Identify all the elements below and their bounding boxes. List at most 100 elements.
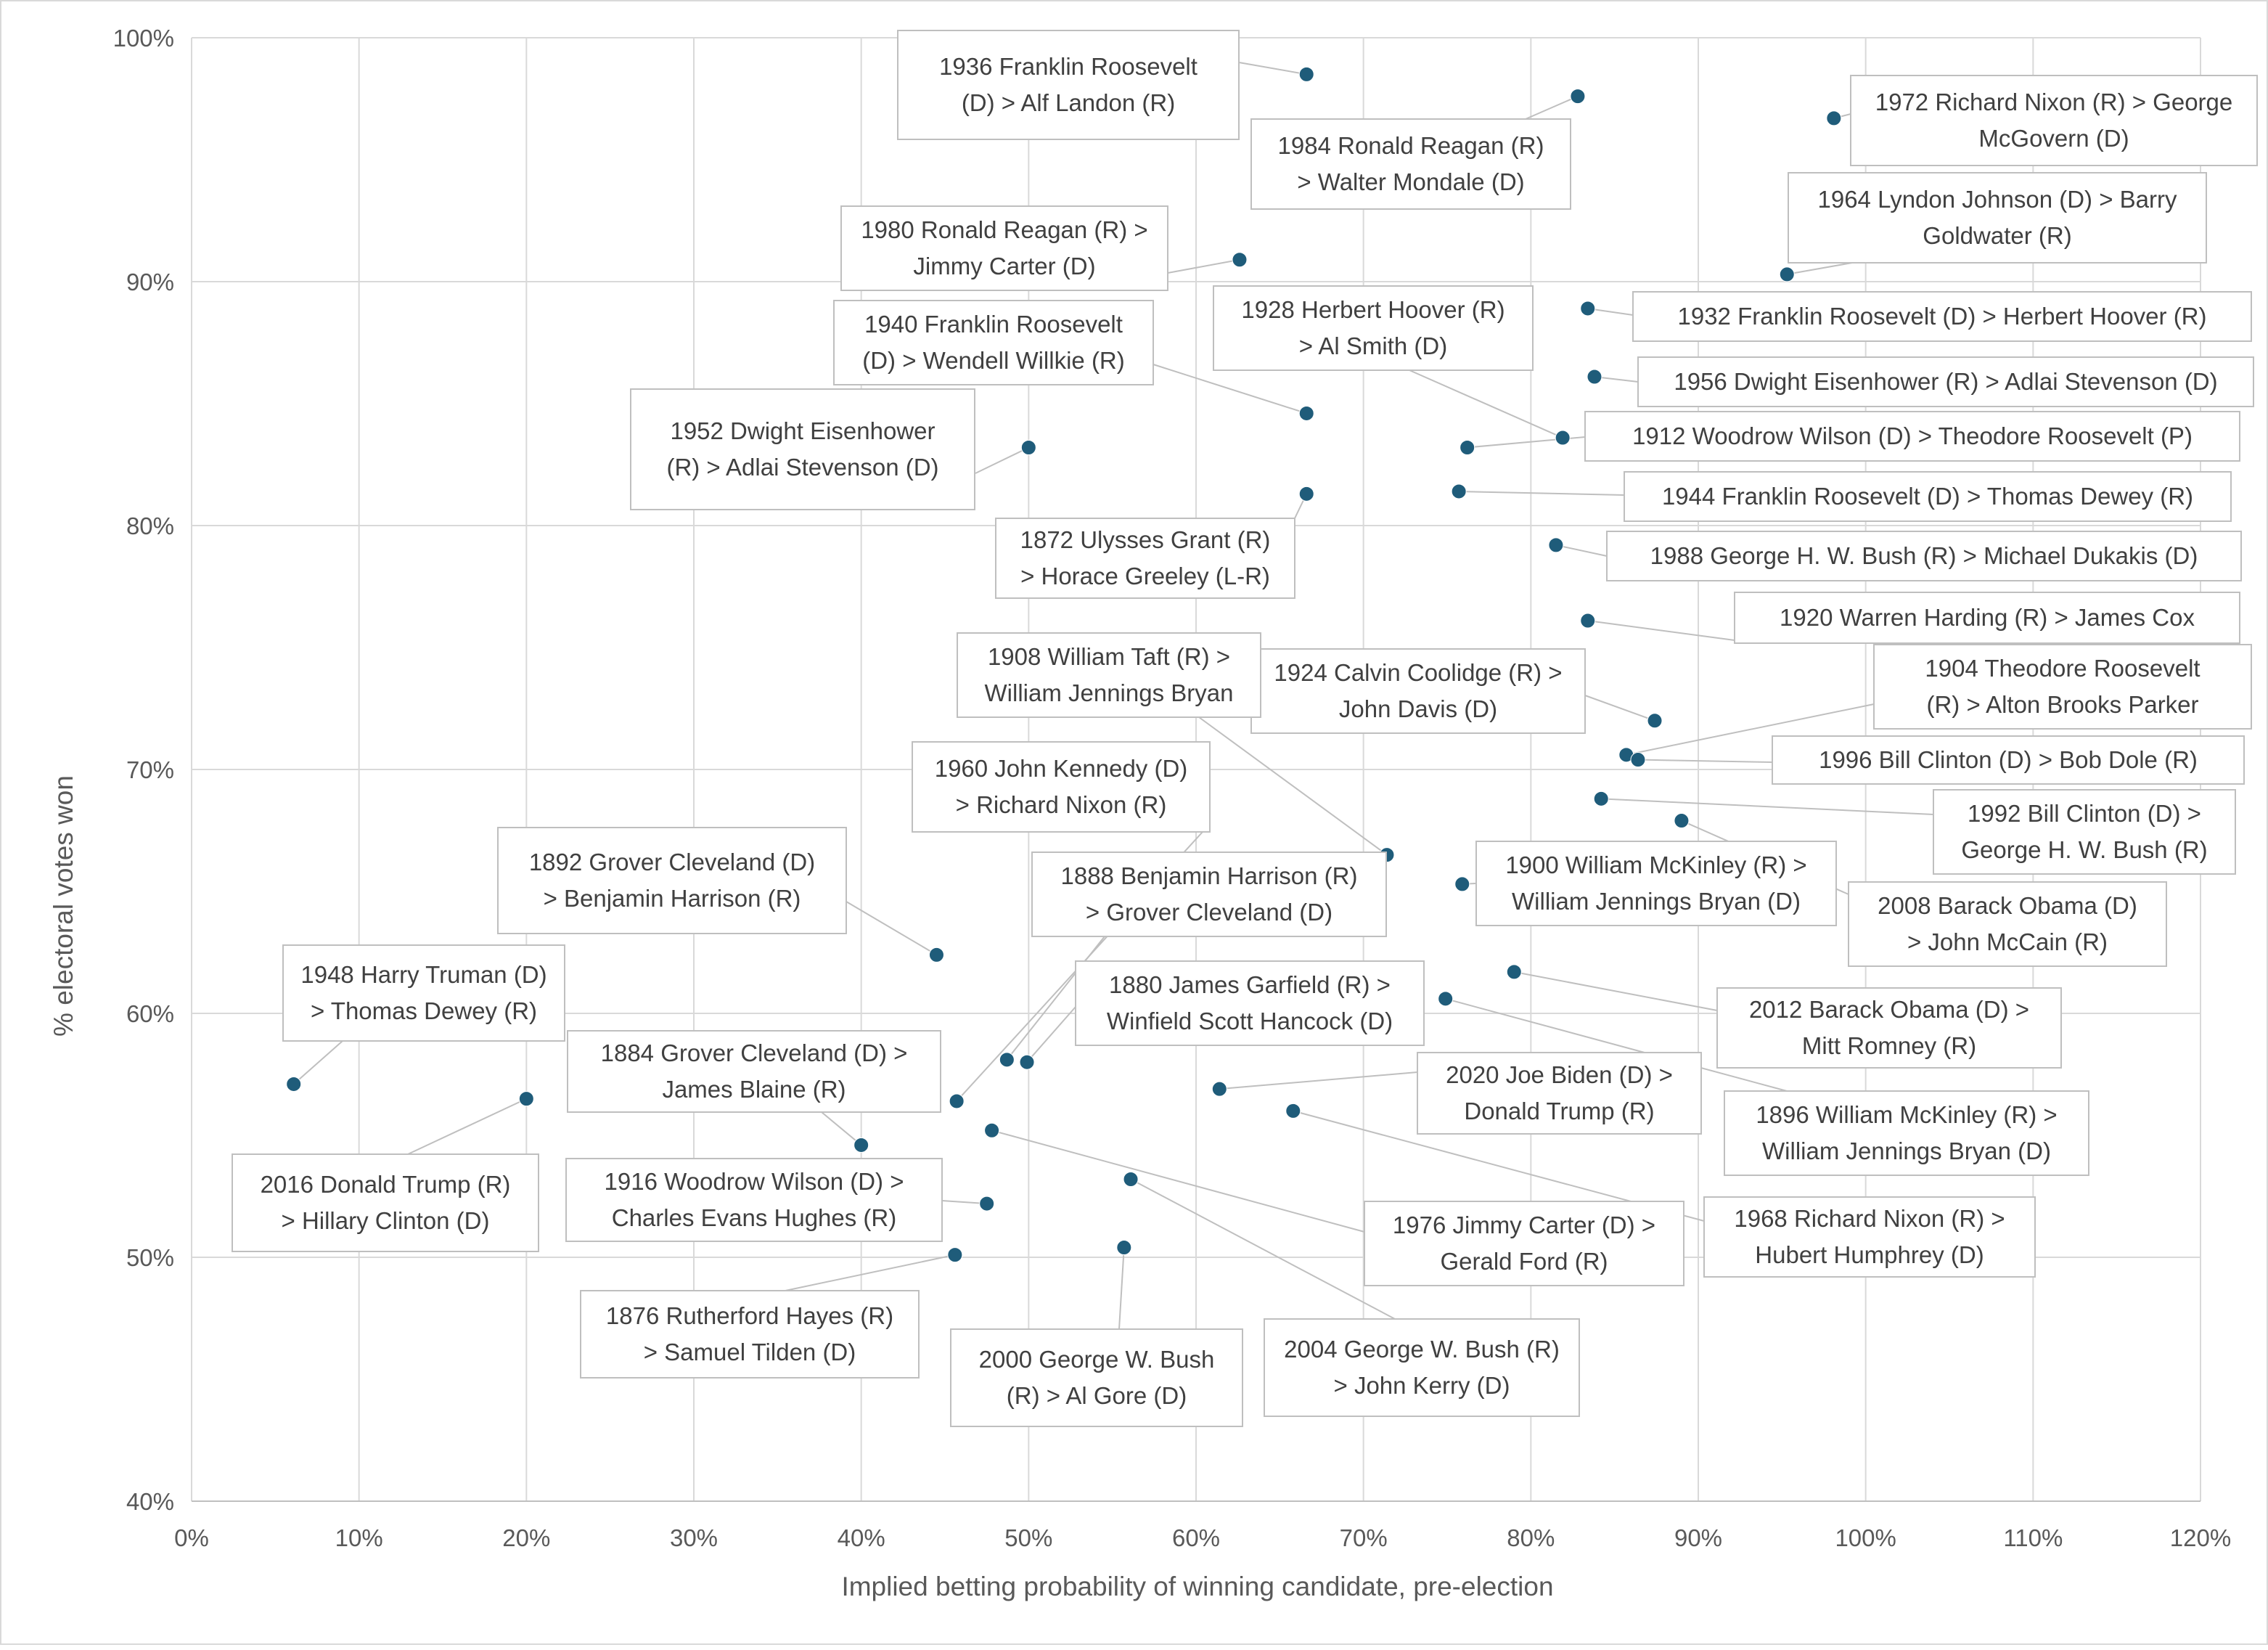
data-label-text: > John Kerry (D): [1334, 1372, 1510, 1399]
data-point[interactable]: [979, 1196, 995, 1212]
data-label: 2000 George W. Bush (R) > Al Gore (D): [950, 1328, 1243, 1427]
data-label-text: 1880 James Garfield (R) >: [1109, 971, 1391, 998]
data-point[interactable]: [1674, 813, 1690, 829]
leader-line: [1555, 544, 1608, 557]
data-label-text: 1876 Rutherford Hayes (R): [606, 1302, 893, 1329]
data-label-text: 1956 Dwight Eisenhower (R) > Adlai Steve…: [1674, 368, 2217, 395]
data-point[interactable]: [1116, 1240, 1132, 1256]
data-point[interactable]: [286, 1076, 302, 1092]
data-label-text: > Grover Cleveland (D): [1086, 899, 1332, 926]
data-label-text: > Richard Nixon (R): [956, 791, 1167, 818]
data-label-text: 1920 Warren Harding (R) > James Cox: [1780, 604, 2195, 631]
data-label-box: [1850, 75, 2258, 166]
data-label: 2012 Barack Obama (D) > Mitt Romney (R): [1716, 987, 2062, 1069]
data-point[interactable]: [1438, 991, 1454, 1007]
x-tick-label: 90%: [1674, 1524, 1722, 1551]
data-label: 1972 Richard Nixon (R) > George McGovern …: [1850, 75, 2258, 166]
data-point[interactable]: [1232, 252, 1248, 268]
leader-line: [1445, 997, 1788, 1092]
data-point[interactable]: [1298, 405, 1314, 421]
data-point[interactable]: [1548, 537, 1564, 553]
data-label-text: 1872 Ulysses Grant (R): [1020, 526, 1271, 553]
data-label-text: Donald Trump (R): [1464, 1098, 1654, 1124]
data-point[interactable]: [518, 1091, 534, 1107]
data-label-box: [1788, 172, 2207, 264]
data-label-text: 1960 John Kennedy (D): [935, 755, 1188, 782]
data-label-text: 1940 Franklin Roosevelt: [864, 311, 1123, 338]
x-tick-label: 110%: [2003, 1524, 2063, 1551]
data-label-text: 1884 Grover Cleveland (D) >: [601, 1040, 908, 1066]
data-label-text: Charles Evans Hughes (R): [612, 1204, 897, 1231]
data-label: 1920 Warren Harding (R) > James Cox: [1734, 592, 2240, 644]
data-label-text: 2016 Donald Trump (R): [261, 1171, 511, 1198]
data-point[interactable]: [1298, 66, 1314, 82]
data-point[interactable]: [1826, 110, 1842, 126]
data-point[interactable]: [1454, 876, 1470, 892]
data-label: 1916 Woodrow Wilson (D) > Charles Evans H…: [565, 1158, 943, 1242]
data-point[interactable]: [1587, 369, 1602, 385]
data-point[interactable]: [1211, 1081, 1227, 1097]
data-label-text: 2004 George W. Bush (R): [1284, 1336, 1560, 1363]
data-label-box: [1624, 471, 2232, 522]
data-label-box: [1213, 285, 1534, 371]
data-label-box: [282, 944, 565, 1042]
data-label: 1884 Grover Cleveland (D) > James Blaine …: [567, 1030, 941, 1113]
data-point[interactable]: [949, 1093, 965, 1109]
x-tick-label: 0%: [174, 1524, 209, 1551]
data-label-text: John Davis (D): [1339, 695, 1497, 722]
data-point[interactable]: [1506, 964, 1522, 980]
data-label-box: [995, 518, 1295, 599]
data-label-text: 2012 Barack Obama (D) >: [1749, 996, 2029, 1023]
y-tick-label: 60%: [126, 1000, 174, 1027]
data-point[interactable]: [1123, 1171, 1139, 1187]
data-label-box: [833, 300, 1154, 385]
data-point[interactable]: [984, 1122, 1000, 1138]
data-label-text: 1888 Benjamin Harrison (R): [1060, 862, 1357, 889]
leader-line: [1459, 490, 1625, 496]
data-label-text: 1964 Lyndon Johnson (D) > Barry: [1818, 186, 2177, 213]
data-point[interactable]: [1570, 89, 1586, 105]
data-label-text: > Samuel Tilden (D): [644, 1339, 856, 1365]
data-point[interactable]: [1593, 791, 1609, 806]
x-tick-label: 10%: [335, 1524, 383, 1551]
data-point[interactable]: [947, 1247, 963, 1263]
data-label-text: 1908 William Taft (R) >: [988, 643, 1230, 670]
data-point[interactable]: [1460, 439, 1475, 455]
leader-line: [846, 901, 937, 956]
data-label-box: [1075, 960, 1425, 1046]
data-label-text: William Jennings Bryan (D): [1762, 1138, 2051, 1164]
data-point[interactable]: [1555, 430, 1571, 446]
data-label-text: 1916 Woodrow Wilson (D) >: [605, 1168, 904, 1195]
data-point[interactable]: [928, 947, 944, 963]
data-label-text: 1992 Bill Clinton (D) >: [1968, 800, 2201, 827]
data-point[interactable]: [1580, 613, 1596, 629]
annotation-labels: 1936 Franklin Roosevelt (D) > Alf Landon …: [232, 30, 2258, 1427]
data-label-text: > Horace Greeley (L-R): [1020, 563, 1270, 589]
data-point[interactable]: [1019, 1054, 1035, 1070]
data-label-box: [1703, 1196, 2036, 1278]
leader-line: [1153, 364, 1307, 414]
x-tick-label: 50%: [1004, 1524, 1052, 1551]
data-point[interactable]: [1580, 301, 1596, 316]
data-point[interactable]: [853, 1137, 869, 1153]
data-point[interactable]: [1630, 752, 1646, 768]
data-label-box: [1716, 987, 2062, 1069]
data-label-text: > John McCain (R): [1907, 928, 2108, 955]
y-tick-label: 40%: [126, 1488, 174, 1515]
data-label-text: > Benjamin Harrison (R): [544, 885, 801, 912]
data-label: 1876 Rutherford Hayes (R) > Samuel Tilden…: [580, 1290, 920, 1379]
data-label-box: [957, 632, 1261, 718]
data-point[interactable]: [1285, 1103, 1301, 1119]
data-point[interactable]: [1647, 713, 1663, 729]
data-label-text: William Jennings Bryan (D): [1512, 888, 1801, 915]
data-point[interactable]: [1020, 439, 1036, 455]
data-label-text: > Al Smith (D): [1299, 332, 1447, 359]
data-point[interactable]: [1451, 483, 1467, 499]
data-point[interactable]: [1779, 266, 1795, 282]
data-point[interactable]: [999, 1052, 1015, 1068]
data-point[interactable]: [1298, 486, 1314, 502]
data-label-text: 1972 Richard Nixon (R) > George: [1875, 89, 2233, 115]
leader-line: [1130, 1178, 1396, 1320]
data-label-text: Jimmy Carter (D): [913, 253, 1095, 279]
